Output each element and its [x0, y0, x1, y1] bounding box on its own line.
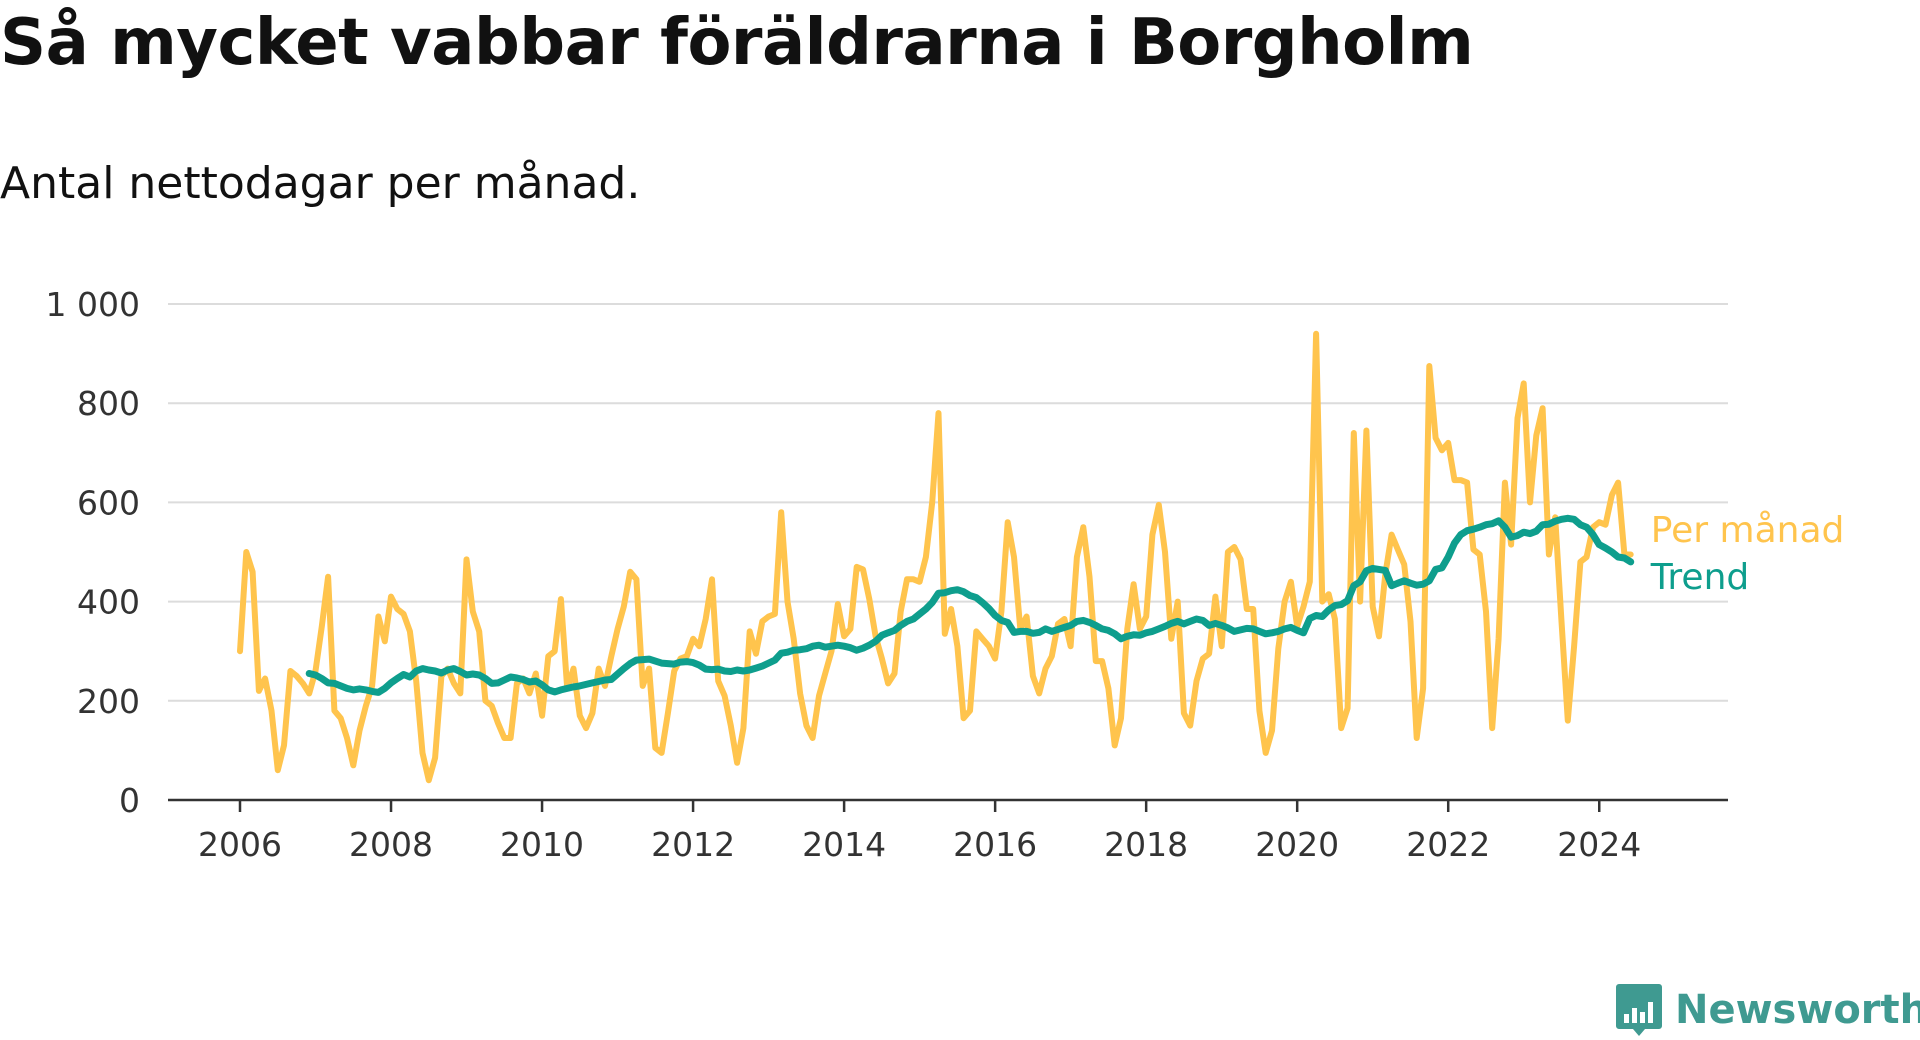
brand-footer: Newsworthy: [1615, 980, 1920, 1040]
grid-lines: [168, 303, 1728, 702]
x-tick-label: 2006: [198, 825, 282, 864]
y-tick-label: 800: [77, 384, 140, 423]
x-tick-label: 2012: [651, 825, 735, 864]
brand-name: Newsworthy: [1675, 987, 1920, 1033]
y-tick-label: 1 000: [46, 285, 140, 324]
series-line-trend: [305, 514, 1635, 696]
x-tick-label: 2016: [953, 825, 1037, 864]
x-axis-labels: 2006 2008 2010 2012 2014 2016 2018 2020 2022 2024: [198, 800, 1641, 864]
y-tick-label: 400: [77, 583, 140, 622]
y-tick-label: 600: [77, 483, 140, 522]
x-tick-label: 2010: [500, 825, 584, 864]
series-label: Trend: [1650, 557, 1750, 598]
newsworthy-chart-logo-icon: [1616, 984, 1662, 1036]
chart-title: Så mycket vabbar föräldrarna i Borgholm: [0, 6, 1474, 80]
x-tick-label: 2018: [1104, 825, 1188, 864]
x-tick-label: 2014: [802, 825, 886, 864]
x-tick-label: 2008: [349, 825, 433, 864]
series-label: Per månad: [1651, 510, 1845, 551]
y-axis-labels: 0 200 400 600 800 1 000: [46, 285, 140, 820]
y-tick-label: 0: [119, 781, 140, 820]
chart-subtitle: Antal nettodagar per månad.: [0, 158, 641, 209]
x-tick-label: 2020: [1255, 825, 1339, 864]
x-tick-label: 2024: [1557, 825, 1641, 864]
y-tick-label: 200: [77, 682, 140, 721]
series-labels: Per månad Trend: [1650, 510, 1845, 598]
series-lines: [237, 330, 1635, 784]
series-line-per-manad: [237, 330, 1634, 784]
x-tick-label: 2022: [1406, 825, 1490, 864]
